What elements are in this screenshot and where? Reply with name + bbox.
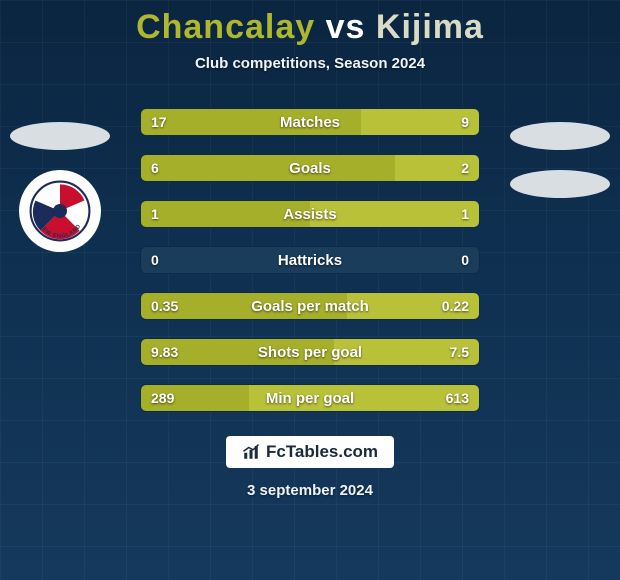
stat-label: Min per goal [266, 390, 354, 407]
left-side-column: NEW ENGLAND [10, 122, 110, 252]
attribution-badge: FcTables.com [226, 436, 394, 468]
stat-left-value: 17 [151, 114, 167, 130]
stat-left-value: 1 [151, 206, 159, 222]
player1-name: Chancalay [136, 8, 315, 46]
stat-label: Assists [283, 206, 336, 223]
stat-right-value: 613 [446, 390, 469, 406]
stat-right-value: 0.22 [442, 298, 469, 314]
stat-left-value: 6 [151, 160, 159, 176]
comparison-title: Chancalay vs Kijima [136, 8, 484, 47]
stat-bar: 1 1 Assists [140, 200, 480, 228]
stat-right-value: 2 [461, 160, 469, 176]
player2-team-logo-placeholder [510, 170, 610, 198]
stat-bar: 0 0 Hattricks [140, 246, 480, 274]
chart-icon [242, 443, 260, 461]
revolution-crest-icon: NEW ENGLAND [25, 176, 95, 246]
stat-label: Shots per goal [258, 344, 362, 361]
player2-name: Kijima [376, 8, 484, 46]
subtitle: Club competitions, Season 2024 [195, 55, 425, 72]
stat-label: Goals per match [251, 298, 369, 315]
stat-label: Matches [280, 114, 340, 131]
stat-bars: 17 9 Matches 6 2 Goals 1 1 Assists 0 0 Hattricks 0.3… [140, 108, 480, 412]
right-side-column [510, 122, 610, 198]
stat-bar: 289 613 Min per goal [140, 384, 480, 412]
stat-bar: 17 9 Matches [140, 108, 480, 136]
stat-bar: 6 2 Goals [140, 154, 480, 182]
stat-left-value: 289 [151, 390, 174, 406]
player1-photo-placeholder [10, 122, 110, 150]
vs-text: vs [326, 8, 366, 46]
stat-bar: 9.83 7.5 Shots per goal [140, 338, 480, 366]
stat-left-value: 9.83 [151, 344, 178, 360]
player1-team-logo: NEW ENGLAND [19, 170, 101, 252]
stat-right-value: 1 [461, 206, 469, 222]
stat-right-value: 9 [461, 114, 469, 130]
stat-label: Goals [289, 160, 331, 177]
player2-photo-placeholder [510, 122, 610, 150]
stat-label: Hattricks [278, 252, 342, 269]
stat-bar: 0.35 0.22 Goals per match [140, 292, 480, 320]
stat-left-value: 0 [151, 252, 159, 268]
stat-right-value: 7.5 [450, 344, 469, 360]
attribution-text: FcTables.com [266, 442, 378, 462]
date-text: 3 september 2024 [247, 482, 373, 499]
stat-left-value: 0.35 [151, 298, 178, 314]
stat-right-value: 0 [461, 252, 469, 268]
bar-fill-left [141, 155, 395, 181]
